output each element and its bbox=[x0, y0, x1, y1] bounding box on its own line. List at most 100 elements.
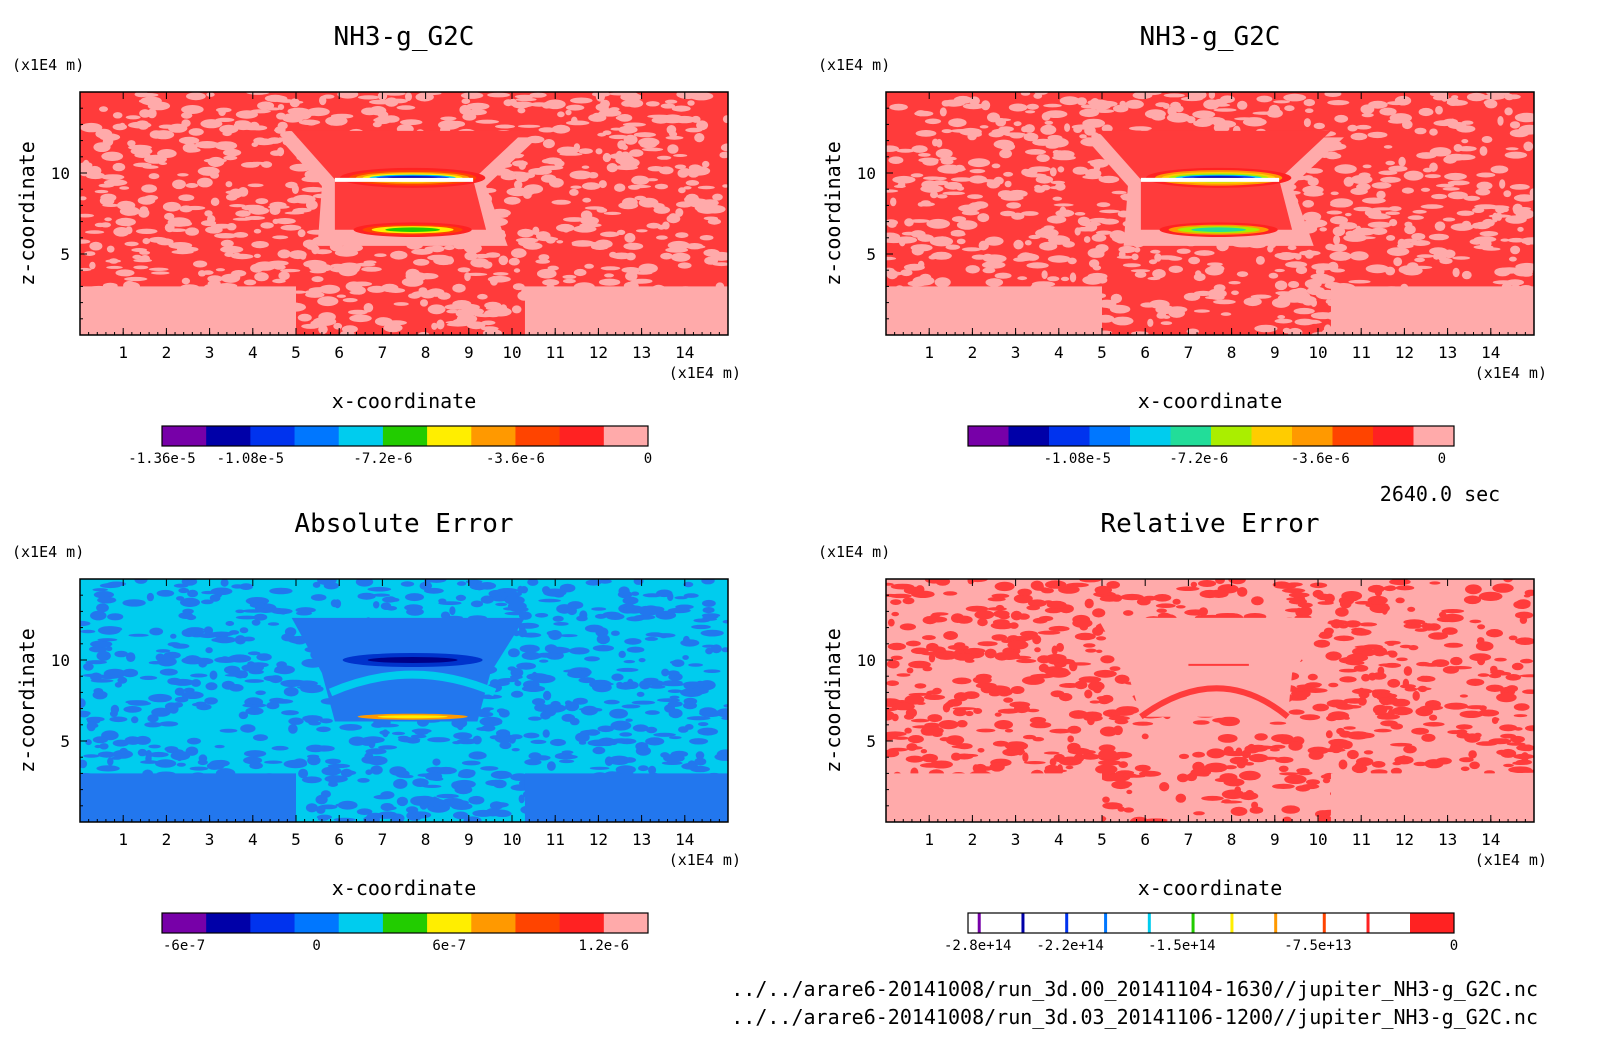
speckle-blob bbox=[330, 263, 345, 269]
speckle-blob bbox=[1451, 154, 1476, 161]
speckle-blob bbox=[1100, 694, 1114, 704]
speckle-blob bbox=[482, 707, 495, 711]
speckle-blob bbox=[578, 148, 593, 155]
speckle-blob bbox=[337, 247, 351, 253]
speckle-blob bbox=[580, 210, 593, 220]
speckle-blob bbox=[214, 656, 238, 663]
speckle-blob bbox=[904, 694, 925, 705]
speckle-blob bbox=[702, 160, 710, 168]
speckle-blob bbox=[1282, 816, 1292, 822]
speckle-blob bbox=[1173, 115, 1194, 121]
speckle-blob bbox=[611, 630, 620, 636]
speckle-blob bbox=[945, 735, 965, 745]
speckle-blob bbox=[645, 632, 665, 637]
speckle-blob bbox=[598, 579, 612, 584]
speckle-blob bbox=[1050, 690, 1065, 698]
speckle-blob bbox=[85, 739, 92, 746]
speckle-blob bbox=[242, 636, 255, 642]
speckle-blob bbox=[922, 616, 938, 625]
x-tick-label: 2 bbox=[968, 343, 978, 362]
speckle-blob bbox=[89, 261, 96, 270]
speckle-blob bbox=[1095, 244, 1109, 253]
speckle-blob bbox=[1361, 113, 1374, 118]
speckle-blob bbox=[1513, 703, 1530, 711]
speckle-blob bbox=[1479, 146, 1488, 156]
speckle-blob bbox=[1046, 215, 1067, 224]
speckle-blob bbox=[1401, 241, 1414, 248]
speckle-blob bbox=[1106, 304, 1126, 310]
speckle-blob bbox=[255, 690, 266, 696]
speckle-blob bbox=[1041, 112, 1051, 121]
speckle-blob bbox=[1279, 252, 1302, 258]
speckle-blob bbox=[950, 129, 974, 133]
speckle-blob bbox=[669, 695, 680, 699]
speckle-blob bbox=[886, 267, 895, 273]
speckle-blob bbox=[932, 687, 942, 694]
speckle-blob bbox=[1013, 239, 1024, 250]
arc-band bbox=[1139, 685, 1290, 720]
speckle-blob bbox=[427, 737, 451, 743]
speckle-blob bbox=[1072, 166, 1089, 175]
speckle-blob bbox=[396, 105, 416, 110]
colorbar-label: -3.6e-6 bbox=[1291, 451, 1350, 467]
speckle-blob bbox=[1507, 94, 1521, 100]
speckle-blob bbox=[1440, 613, 1464, 623]
speckle-blob bbox=[599, 682, 614, 686]
speckle-blob bbox=[543, 690, 552, 701]
speckle-blob bbox=[164, 212, 175, 221]
speckle-blob bbox=[1418, 107, 1434, 117]
speckle-blob bbox=[924, 118, 942, 125]
speckle-blob bbox=[1025, 110, 1036, 114]
speckle-blob bbox=[220, 579, 229, 587]
speckle-blob bbox=[622, 596, 639, 605]
speckle-blob bbox=[205, 647, 213, 654]
speckle-blob bbox=[1459, 694, 1468, 698]
x-tick-label: 1 bbox=[118, 830, 128, 849]
speckle-blob bbox=[635, 742, 649, 751]
speckle-blob bbox=[625, 718, 633, 722]
speckle-blob bbox=[702, 607, 715, 614]
speckle-blob bbox=[1383, 145, 1393, 149]
speckle-blob bbox=[1509, 184, 1530, 190]
speckle-blob bbox=[1067, 257, 1077, 265]
speckle-blob bbox=[187, 589, 199, 598]
speckle-blob bbox=[1021, 676, 1045, 685]
speckle-blob bbox=[1407, 606, 1416, 612]
speckle-blob bbox=[521, 685, 546, 692]
speckle-blob bbox=[86, 721, 96, 732]
speckle-blob bbox=[621, 704, 641, 709]
speckle-blob bbox=[1047, 276, 1060, 282]
speckle-blob bbox=[133, 162, 152, 168]
speckle-blob bbox=[622, 122, 646, 127]
speckle-blob bbox=[1180, 96, 1203, 102]
speckle-blob bbox=[951, 216, 967, 223]
x-tick-label: 12 bbox=[1395, 830, 1414, 849]
speckle-blob bbox=[1416, 687, 1432, 691]
speckle-blob bbox=[93, 591, 114, 599]
speckle-blob bbox=[532, 674, 556, 684]
speckle-blob bbox=[1038, 615, 1054, 622]
speckle-blob bbox=[427, 304, 446, 315]
speckle-blob bbox=[337, 92, 359, 99]
speckle-blob bbox=[128, 121, 152, 129]
speckle-blob bbox=[544, 644, 558, 653]
speckle-blob bbox=[646, 222, 661, 229]
speckle-blob bbox=[302, 715, 323, 722]
colorbar-segment bbox=[427, 913, 472, 933]
speckle-blob bbox=[1469, 619, 1482, 624]
speckle-blob bbox=[342, 298, 358, 303]
speckle-blob bbox=[962, 691, 980, 699]
colorbar-segment bbox=[1104, 913, 1108, 933]
speckle-blob bbox=[269, 675, 283, 684]
speckle-blob bbox=[185, 227, 200, 236]
speckle-blob bbox=[105, 259, 121, 263]
speckle-blob bbox=[891, 611, 899, 617]
speckle-blob bbox=[472, 809, 495, 817]
x-tick-label: 8 bbox=[421, 343, 431, 362]
speckle-blob bbox=[316, 726, 331, 733]
speckle-blob bbox=[1123, 807, 1134, 813]
speckle-blob bbox=[517, 107, 526, 114]
speckle-blob bbox=[316, 805, 326, 814]
x-tick-label: 11 bbox=[1352, 343, 1371, 362]
speckle-blob bbox=[1069, 661, 1078, 672]
